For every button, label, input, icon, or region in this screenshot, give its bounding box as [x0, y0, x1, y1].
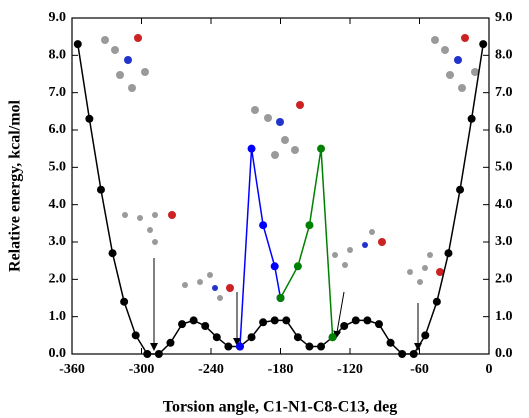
data-point	[166, 339, 174, 347]
data-point	[213, 333, 221, 341]
data-point	[444, 249, 452, 257]
x-tick-label: -240	[198, 362, 224, 377]
chart: Torsion angle, C1-N1-C8-C13, deg Relativ…	[0, 0, 529, 418]
data-point	[421, 331, 429, 339]
data-point	[178, 320, 186, 328]
x-tick-label: -360	[59, 362, 85, 377]
x-tick-label: -120	[337, 362, 363, 377]
y-tick-label: 6.0	[49, 122, 67, 137]
y2-tick-label: 4.0	[495, 197, 513, 212]
data-point	[398, 350, 406, 358]
data-point	[410, 350, 418, 358]
data-point	[236, 343, 244, 351]
data-point	[224, 343, 232, 351]
data-point	[97, 186, 105, 194]
data-point	[282, 316, 290, 324]
molecule	[101, 34, 149, 92]
data-point	[375, 320, 383, 328]
y2-tick-label: 8.0	[495, 48, 513, 63]
data-point	[155, 350, 163, 358]
data-point	[329, 333, 337, 341]
data-point	[85, 115, 93, 123]
y-tick-label: 8.0	[49, 48, 67, 63]
data-point	[259, 221, 267, 229]
y-tick-label: 2.0	[49, 272, 67, 287]
y2-tick-label: 6.0	[495, 122, 513, 137]
y-tick-label: 0.0	[49, 346, 67, 361]
molecule	[182, 272, 234, 301]
data-point	[271, 262, 279, 270]
data-point	[248, 145, 256, 153]
y2-tick-label: 9.0	[495, 10, 513, 25]
data-point	[317, 145, 325, 153]
x-tick-label: -180	[268, 362, 294, 377]
data-point	[363, 316, 371, 324]
data-point	[120, 298, 128, 306]
y2-tick-label: 0.0	[495, 346, 513, 361]
y-axis-title: Relative energy, kcal/mol	[7, 99, 24, 272]
y-tick-label: 4.0	[49, 197, 67, 212]
x-tick-label: 0	[486, 362, 493, 377]
data-point	[305, 221, 313, 229]
molecule	[431, 34, 479, 92]
data-point	[305, 343, 313, 351]
molecule	[332, 229, 386, 268]
y-tick-label: 7.0	[49, 85, 67, 100]
data-point	[74, 40, 82, 48]
data-point	[456, 186, 464, 194]
data-point	[317, 343, 325, 351]
plot-frame	[72, 18, 489, 354]
y2-tick-label: 5.0	[495, 160, 513, 175]
y2-tick-label: 7.0	[495, 85, 513, 100]
data-point	[294, 262, 302, 270]
y-tick-label: 1.0	[49, 309, 67, 324]
data-point	[109, 249, 117, 257]
x-axis-title: Torsion angle, C1-N1-C8-C13, deg	[163, 399, 398, 416]
data-point	[201, 322, 209, 330]
molecule	[251, 101, 304, 159]
y-tick-label: 5.0	[49, 160, 67, 175]
data-point	[143, 350, 151, 358]
data-point	[433, 298, 441, 306]
data-point	[479, 40, 487, 48]
molecule	[122, 211, 176, 245]
data-point	[277, 294, 285, 302]
annotations	[101, 34, 479, 350]
data-point	[248, 333, 256, 341]
data-point	[387, 339, 395, 347]
x-tick-label: -300	[129, 362, 155, 377]
y2-tick-label: 2.0	[495, 272, 513, 287]
y2-tick-label: 3.0	[495, 234, 513, 249]
data-point	[132, 331, 140, 339]
data-point	[352, 316, 360, 324]
y-tick-label: 3.0	[49, 234, 67, 249]
data-point	[259, 318, 267, 326]
data-point	[271, 316, 279, 324]
series-line	[281, 149, 333, 338]
data-point	[340, 322, 348, 330]
y2-tick-label: 1.0	[495, 309, 513, 324]
data-point	[294, 333, 302, 341]
x-tick-label: -60	[410, 362, 429, 377]
data-point	[190, 316, 198, 324]
y-tick-label: 9.0	[49, 10, 67, 25]
data-point	[468, 115, 476, 123]
series-line	[78, 44, 483, 354]
molecule	[407, 252, 444, 285]
